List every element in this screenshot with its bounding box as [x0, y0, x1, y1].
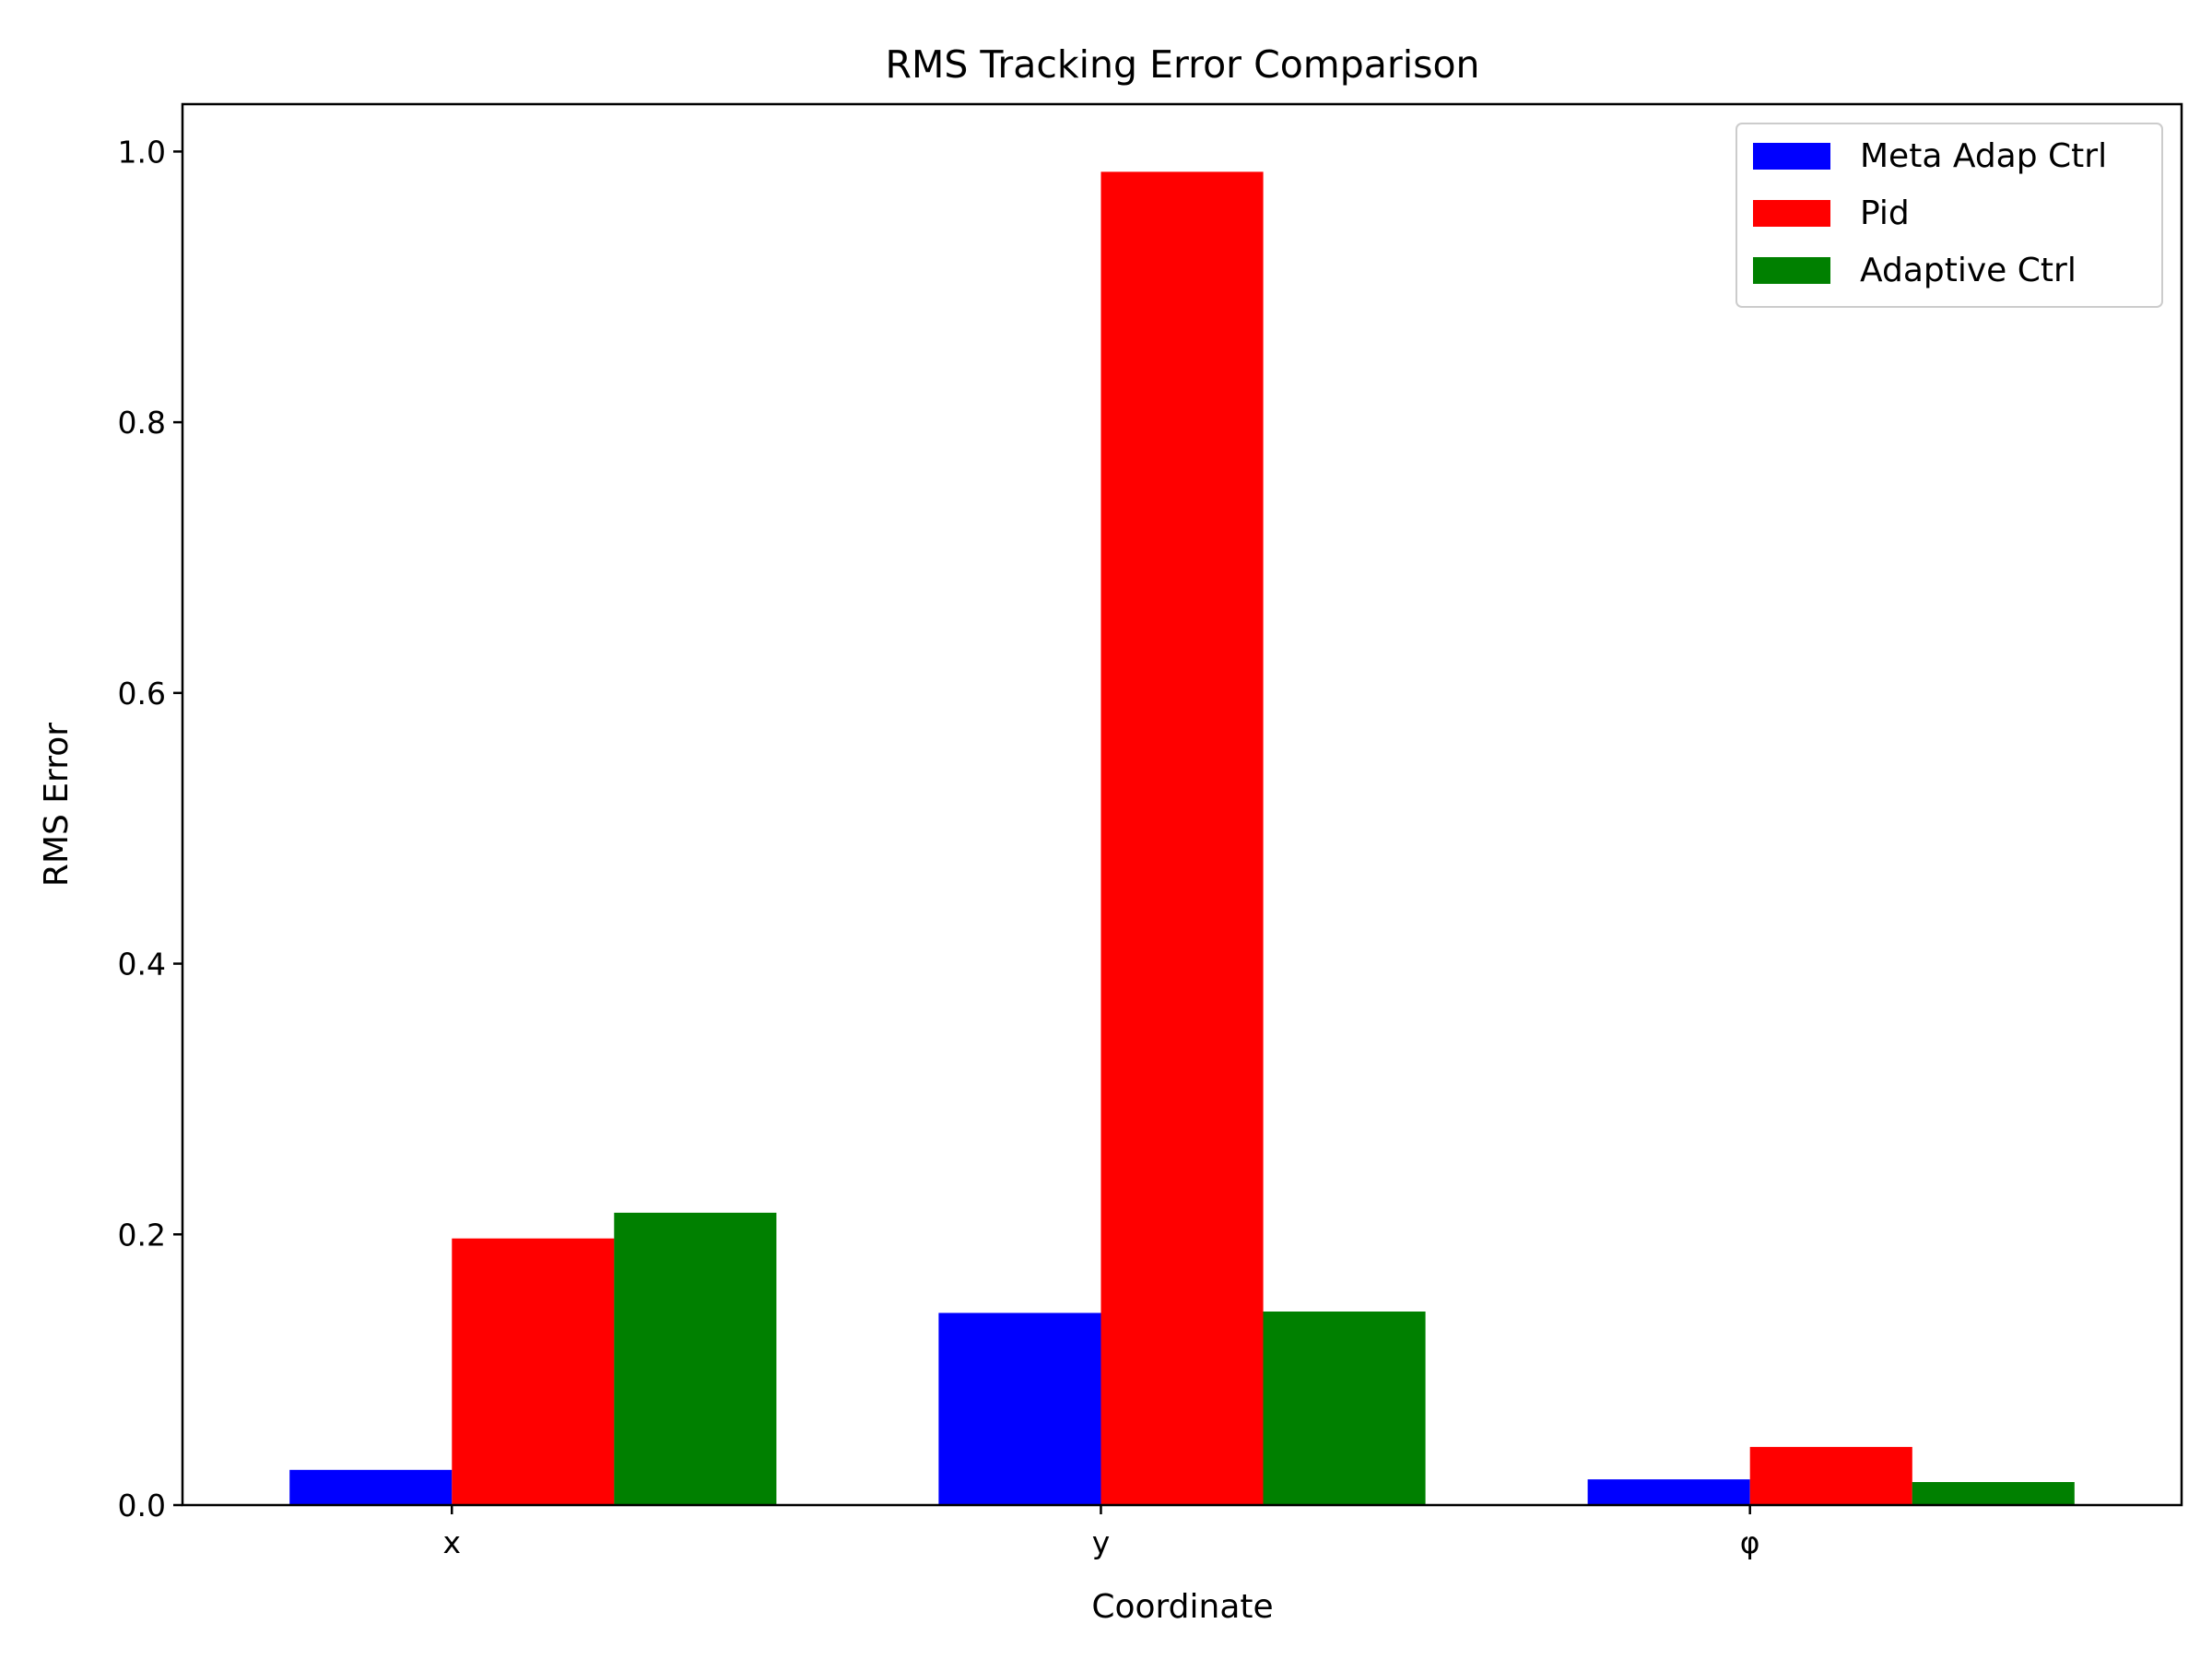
bar-meta-adap-ctrl-1: [938, 1312, 1101, 1505]
x-tick-label: x: [442, 1524, 461, 1560]
bar-pid-0: [452, 1238, 615, 1505]
legend-label-adaptive-ctrl: Adaptive Ctrl: [1860, 252, 2077, 289]
bar-pid-1: [1100, 171, 1264, 1505]
legend-swatch-adaptive-ctrl: [1753, 257, 1830, 284]
x-axis-label: Coordinate: [1091, 1588, 1273, 1626]
chart-title: RMS Tracking Error Comparison: [885, 42, 1479, 87]
y-tick-label: 0.4: [118, 947, 166, 982]
legend-label-pid: Pid: [1860, 194, 1910, 232]
y-tick-label: 0.6: [118, 676, 166, 712]
bars-group: [289, 171, 2075, 1505]
y-axis-ticks: 0.0 0.2 0.4 0.6 0.8 1.0: [118, 134, 182, 1524]
y-tick-label: 1.0: [118, 134, 166, 170]
y-tick-label: 0.0: [118, 1488, 166, 1524]
legend-swatch-meta-adap-ctrl: [1753, 143, 1830, 170]
y-tick-label: 0.2: [118, 1217, 166, 1253]
y-axis-label: RMS Error: [38, 723, 76, 887]
legend-swatch-pid: [1753, 200, 1830, 227]
plot-frame: [181, 102, 2183, 1507]
bar-meta-adap-ctrl-0: [289, 1469, 453, 1505]
legend-label-meta-adap-ctrl: Meta Adap Ctrl: [1860, 137, 2107, 175]
bar-adaptive-ctrl-2: [1912, 1482, 2075, 1505]
bar-adaptive-ctrl-1: [1263, 1312, 1426, 1505]
x-tick-label: φ: [1740, 1524, 1760, 1560]
legend: Meta Adap Ctrl Pid Adaptive Ctrl: [1735, 123, 2163, 308]
legend-box: [1735, 123, 2163, 308]
x-tick-label: y: [1092, 1524, 1111, 1560]
bar-adaptive-ctrl-0: [614, 1212, 777, 1505]
bar-meta-adap-ctrl-2: [1587, 1479, 1750, 1505]
bar-pid-2: [1749, 1446, 1912, 1505]
y-tick-label: 0.8: [118, 405, 166, 441]
